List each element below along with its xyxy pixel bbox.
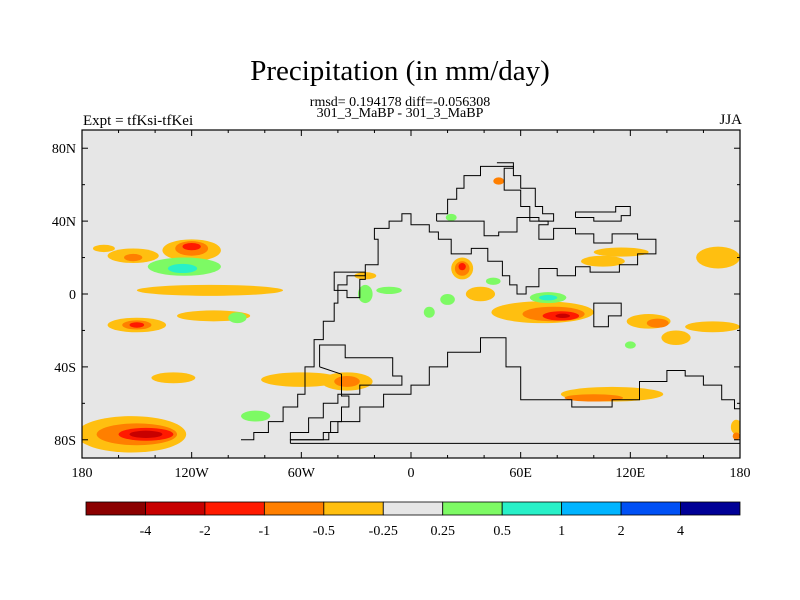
colorbar-label: 4: [677, 524, 684, 539]
anomaly-contour: [357, 284, 373, 304]
x-tick-label: 0: [408, 466, 415, 481]
anomaly-contour: [730, 419, 740, 435]
anomaly-contour: [493, 177, 505, 185]
colorbar-label: -0.25: [369, 524, 398, 539]
anomaly-layer: [82, 177, 740, 453]
x-tick-label: 180: [730, 466, 751, 481]
x-tick-label: 60W: [288, 466, 316, 481]
y-tick-label: 0: [69, 288, 76, 303]
anomaly-contour: [124, 253, 143, 262]
season-label: JJA: [719, 112, 742, 128]
colorbar-label: 0.5: [493, 524, 511, 539]
colorbar-label: 2: [618, 524, 625, 539]
y-tick-label: 40N: [52, 215, 76, 230]
anomaly-contour: [593, 247, 649, 257]
y-tick-label: 80N: [52, 142, 76, 157]
colorbar-label: 1: [558, 524, 565, 539]
colorbar-box: [85, 501, 146, 516]
anomaly-contour: [458, 263, 466, 271]
x-tick-label: 180: [72, 466, 93, 481]
stats-line: rmsd= 0.194178 diff=-0.056308: [309, 95, 491, 110]
anomaly-contour: [182, 242, 201, 251]
colorbar-box: [620, 501, 681, 516]
x-tick-label: 120W: [175, 466, 210, 481]
anomaly-contour: [445, 213, 457, 222]
coastline-inner-loop: [289, 344, 403, 441]
experiment-label: Expt = tfKsi-tfKei: [83, 113, 194, 129]
anomaly-contour: [696, 246, 740, 269]
anomaly-contour: [241, 410, 271, 422]
anomaly-contour: [129, 322, 145, 328]
colorbar-box: [501, 501, 563, 516]
anomaly-contour: [538, 294, 558, 301]
colorbar-box: [561, 501, 622, 516]
chart-title: Precipitation (in mm/day): [250, 55, 550, 87]
coastline-maritime: [593, 302, 622, 328]
coastline-antarctic-coast: [289, 337, 740, 444]
anomaly-contour: [151, 372, 196, 384]
coastline-layer: [241, 162, 740, 444]
anomaly-contour: [564, 394, 624, 402]
anomaly-contour: [167, 263, 198, 274]
colorbar-box: [680, 501, 741, 516]
anomaly-contour: [440, 294, 455, 305]
anomaly-contour: [646, 318, 669, 328]
anomaly-contour: [92, 244, 115, 253]
anomaly-contour: [555, 313, 571, 319]
anomaly-contour: [228, 312, 247, 324]
anomaly-contour: [376, 286, 402, 294]
colorbar-label: -1: [259, 524, 271, 539]
anomaly-contour: [580, 255, 625, 267]
anomaly-contour: [624, 341, 636, 349]
anomaly-contour: [685, 321, 740, 333]
colorbar-box: [263, 501, 325, 516]
anomaly-contour: [129, 430, 163, 438]
y-tick-label: 80S: [54, 434, 76, 449]
colorbar-label: -4: [140, 524, 152, 539]
colorbar-label: 0.25: [430, 524, 455, 539]
coastline-small-island: [333, 271, 366, 299]
anomaly-contour: [732, 432, 740, 440]
anomaly-contour: [334, 376, 360, 387]
anomaly-contour: [485, 277, 501, 285]
colorbar-box: [442, 501, 503, 516]
colorbar-box: [382, 501, 444, 516]
y-tick-label: 40S: [54, 361, 76, 376]
colorbar-box: [145, 501, 206, 516]
colorbar-label: -2: [199, 524, 211, 539]
chart-subtitle: 301_3_MaBP - 301_3_MaBP: [316, 106, 484, 121]
coastline-arctic-island: [436, 165, 555, 237]
anomaly-contour: [465, 286, 496, 302]
anomaly-contour: [261, 372, 342, 387]
coastline-east-asia-island: [575, 206, 631, 222]
anomaly-contour: [661, 330, 691, 346]
colorbar-box: [204, 501, 265, 516]
x-tick-label: 60E: [509, 466, 532, 481]
x-tick-label: 120E: [616, 466, 646, 481]
colorbar-box: [323, 501, 384, 516]
coastline-north-america: [241, 162, 657, 441]
colorbar-label: -0.5: [313, 524, 335, 539]
anomaly-contour: [136, 284, 284, 296]
anomaly-contour: [423, 306, 435, 318]
